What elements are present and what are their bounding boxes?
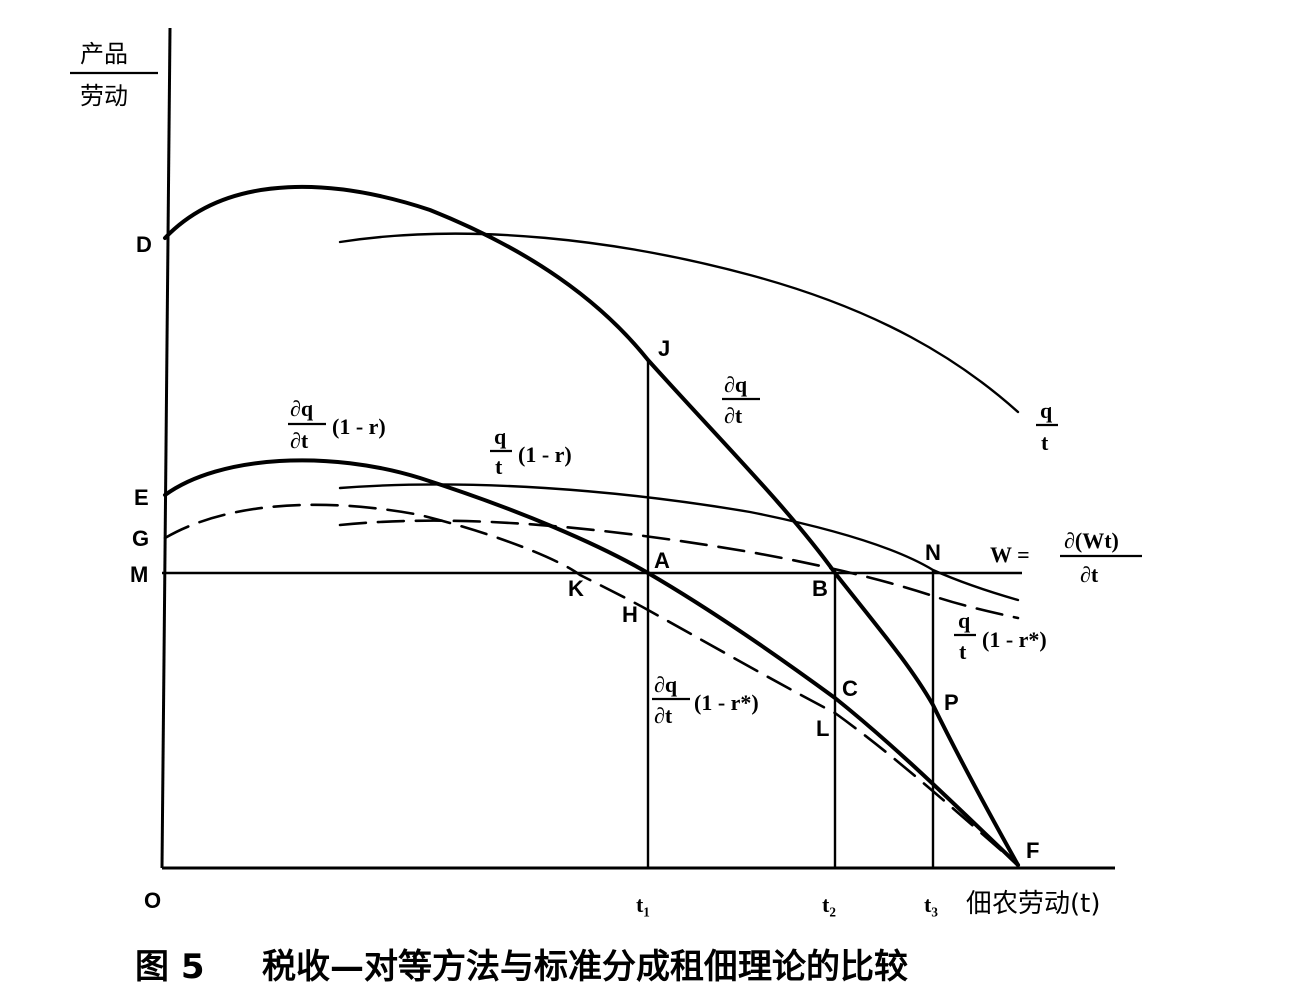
tax-marginal-curve (163, 503, 1020, 867)
point-G: G (132, 526, 149, 551)
label-marginal-share-num: ∂q (290, 396, 314, 421)
point-J: J (658, 336, 670, 361)
point-H: H (622, 602, 638, 627)
marginal-share-curve (163, 458, 1020, 867)
label-tax-marg-num: ∂q (654, 672, 678, 697)
y-axis-label-bottom: 劳动 (80, 82, 128, 110)
tax-average-curve (338, 519, 1020, 620)
label-marginal-den: ∂t (724, 403, 743, 428)
label-wage-num: ∂(Wt) (1064, 528, 1119, 553)
label-average-den: t (1041, 430, 1049, 455)
point-O: O (144, 888, 161, 913)
label-tax-marg-tail: (1 - r*) (694, 690, 759, 715)
tick-t2: t₂ (822, 892, 836, 917)
point-B: B (812, 576, 828, 601)
label-tax-marg-den: ∂t (654, 703, 673, 728)
y-axis-label-top: 产品 (80, 40, 128, 68)
label-tax-avg-den: t (959, 639, 967, 664)
label-marginal-share-den: ∂t (290, 428, 309, 453)
x-axis-label: 佃农劳动(t) (966, 889, 1100, 919)
label-marginal-share-tail: (1 - r) (332, 414, 386, 439)
point-F: F (1026, 838, 1039, 863)
label-average-share-tail: (1 - r) (518, 442, 572, 467)
label-tax-avg-tail: (1 - r*) (982, 627, 1047, 652)
label-wage-lhs: W = (990, 542, 1030, 567)
point-L: L (816, 716, 829, 741)
label-average-share-num: q (494, 424, 507, 449)
point-K: K (568, 576, 584, 601)
tick-t1: t₁ (636, 892, 650, 917)
point-C: C (842, 676, 858, 701)
caption-title: 税收—对等方法与标准分成租佃理论的比较 (262, 947, 908, 987)
average-share-curve (338, 483, 1020, 602)
label-average-share-den: t (495, 454, 503, 479)
point-M: M (130, 562, 148, 587)
point-P: P (944, 690, 959, 715)
point-D: D (136, 232, 152, 257)
point-A: A (654, 548, 670, 573)
caption-figure-number: 图 5 (135, 947, 205, 987)
label-tax-avg-num: q (958, 608, 971, 633)
point-N: N (925, 540, 941, 565)
average-product-curve (338, 232, 1020, 414)
marginal-product-curve (163, 184, 1020, 867)
label-wage-den: ∂t (1080, 562, 1099, 587)
tick-t3: t₃ (924, 892, 938, 917)
label-marginal-num: ∂q (724, 372, 748, 397)
y-axis (160, 27, 172, 869)
point-E: E (134, 485, 149, 510)
label-average-num: q (1040, 398, 1053, 423)
